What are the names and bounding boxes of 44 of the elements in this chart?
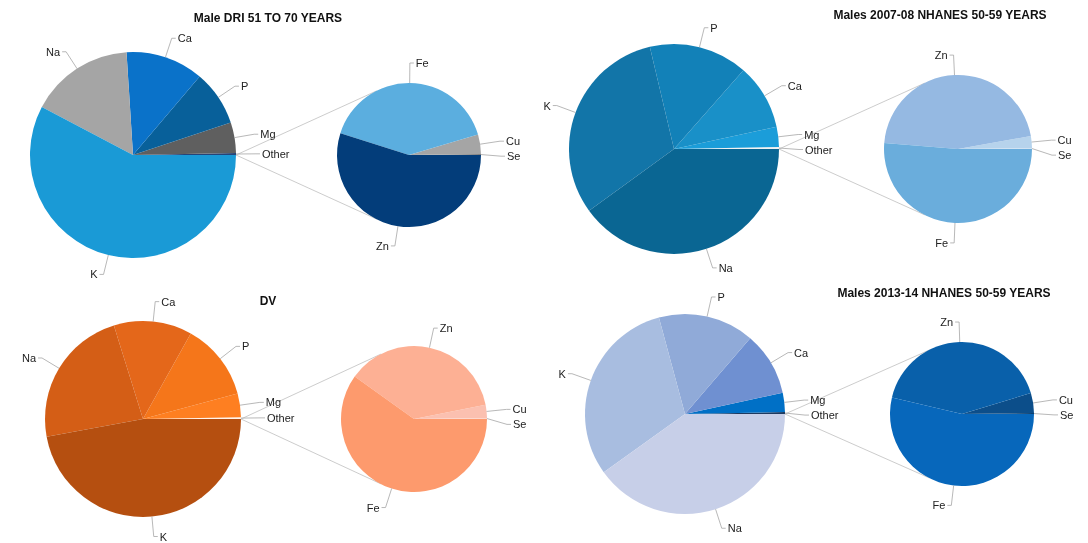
slice-label: Other — [810, 409, 839, 422]
slice-label: Other — [261, 147, 290, 160]
slice-label: Zn — [439, 322, 453, 335]
slice-label: Se — [507, 150, 521, 163]
slice-label: Cu — [505, 135, 521, 148]
slice-label: Ca — [787, 79, 803, 92]
slice-label: K — [558, 367, 567, 380]
slice-label: P — [710, 21, 718, 34]
slice-label: Na — [718, 261, 734, 274]
slice-label: Cu — [512, 403, 527, 416]
slice-label: Mg — [810, 394, 826, 407]
slice-label: Zn — [376, 239, 389, 252]
slice-label: Na — [727, 522, 743, 535]
slice-label: K — [90, 268, 99, 281]
slice-label: Fe — [415, 57, 429, 69]
chart-title: DV — [259, 294, 277, 308]
slice-label: Cu — [1057, 134, 1072, 147]
slice-label: Other — [266, 411, 295, 424]
slice-label: Se — [513, 418, 527, 431]
slice-label: Fe — [366, 501, 380, 514]
slice-label: Ca — [161, 295, 177, 308]
slice-label: Mg — [804, 128, 820, 141]
slice-label: Fe — [935, 236, 949, 249]
slice-label: Zn — [940, 316, 954, 329]
slice-label: K — [543, 99, 552, 112]
slice-label: Mg — [265, 396, 282, 409]
slice-label: Ca — [794, 346, 810, 359]
text: Males 2007-08 NHANES 50-59 YEARS — [833, 8, 1047, 22]
slice-label: P — [717, 290, 725, 303]
slice-label: K — [159, 530, 168, 543]
slice-label: P — [242, 340, 250, 353]
slice-label: Zn — [934, 49, 948, 62]
chart-title: Male DRI 51 TO 70 YEARS — [193, 11, 343, 25]
slice-label: Cu — [1058, 393, 1073, 406]
slice-label: Na — [46, 45, 61, 58]
slice-label: Other — [804, 143, 833, 156]
slice-label: Mg — [260, 128, 276, 141]
text: Males 2013-14 NHANES 50-59 YEARS — [837, 286, 1051, 300]
slice-label: P — [240, 80, 249, 93]
slice-label: Ca — [177, 32, 193, 45]
slice-label: Se — [1060, 408, 1074, 421]
slice-label: Fe — [932, 499, 946, 512]
slice-label: Se — [1058, 149, 1072, 162]
slice-label: Na — [21, 351, 37, 364]
